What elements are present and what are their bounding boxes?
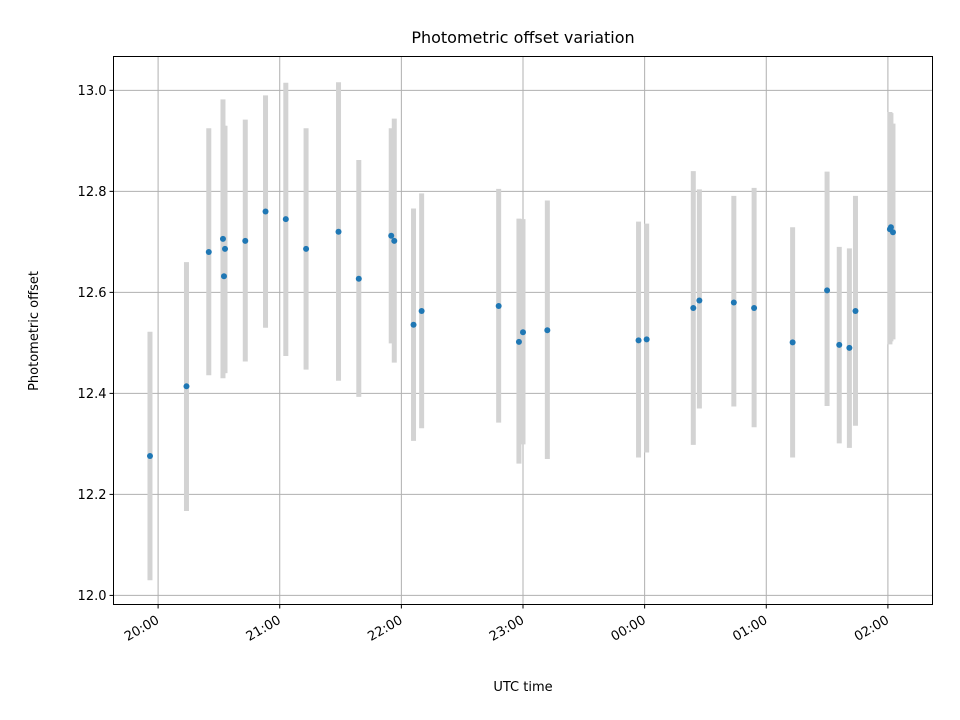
data-point	[836, 341, 843, 348]
data-points	[146, 208, 896, 460]
data-point	[205, 248, 212, 255]
data-point	[418, 308, 425, 315]
data-point	[391, 237, 398, 244]
data-point	[262, 208, 269, 215]
data-point	[690, 305, 697, 312]
data-point	[282, 216, 289, 223]
data-point	[643, 336, 650, 343]
data-point	[824, 287, 831, 294]
y-axis: 12.0 12.2 12.4 12.6 12.8 13.0	[78, 84, 114, 604]
data-point	[730, 299, 737, 306]
data-point	[221, 245, 228, 252]
data-point	[751, 305, 758, 312]
data-point	[303, 245, 310, 252]
data-point	[789, 339, 796, 346]
data-point	[410, 321, 417, 328]
y-tick-label: 12.0	[78, 589, 107, 604]
y-tick-label: 12.6	[78, 286, 107, 301]
data-point	[696, 297, 703, 304]
y-axis-label: Photometric offset	[27, 271, 42, 391]
data-point	[635, 337, 642, 344]
y-tick-label: 12.2	[78, 488, 107, 503]
y-tick-label: 12.4	[78, 387, 107, 402]
data-point	[220, 273, 227, 280]
data-point	[388, 232, 395, 239]
data-point	[219, 235, 226, 242]
data-point	[355, 275, 362, 282]
y-tick-label: 13.0	[78, 84, 107, 99]
data-point	[544, 327, 551, 334]
data-point	[846, 344, 853, 351]
data-point	[495, 303, 502, 310]
data-point	[520, 329, 526, 336]
data-point	[887, 224, 894, 231]
data-point	[852, 308, 859, 315]
data-point	[183, 383, 190, 390]
x-axis-label: UTC time	[493, 680, 552, 695]
chart-title: Photometric offset variation	[411, 28, 634, 47]
y-tick-label: 12.8	[78, 185, 107, 200]
data-point	[146, 453, 153, 460]
data-point	[335, 228, 342, 235]
data-point	[515, 338, 522, 345]
data-point	[242, 237, 249, 244]
data-point	[889, 229, 896, 236]
